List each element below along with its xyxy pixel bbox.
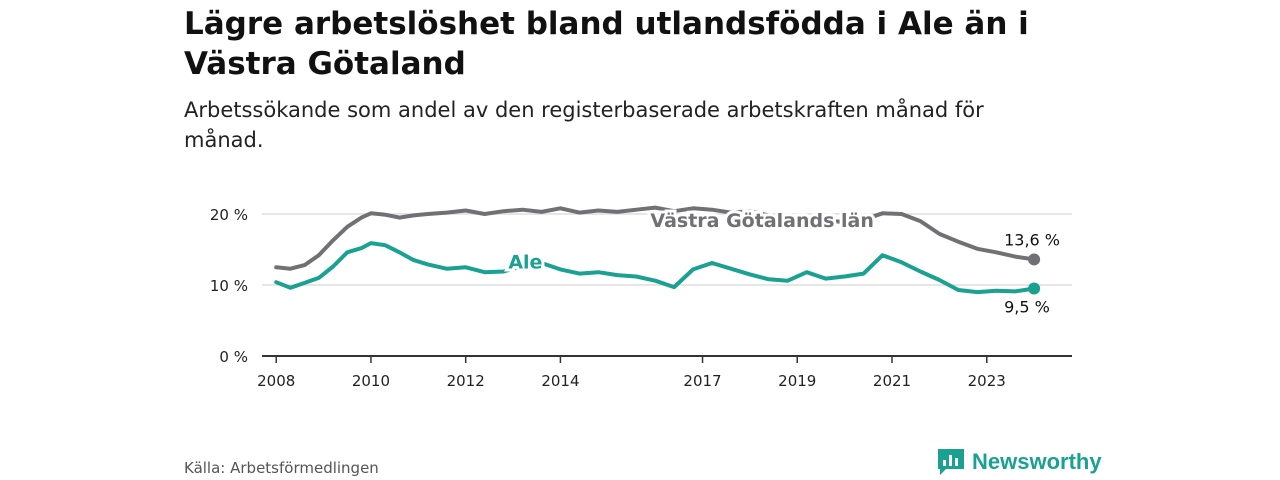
x-tick-label: 2010 bbox=[352, 372, 390, 390]
x-tick-label: 2008 bbox=[257, 372, 295, 390]
y-tick-label: 20 % bbox=[210, 206, 248, 224]
brand-name: Newsworthy bbox=[972, 449, 1102, 474]
x-tick-label: 2021 bbox=[873, 372, 911, 390]
brand-logo: Newsworthy bbox=[938, 449, 1102, 475]
end-value-label-ale: 9,5 % bbox=[1004, 298, 1050, 317]
newsworthy-logo-icon bbox=[938, 449, 964, 475]
x-tick-label: 2012 bbox=[447, 372, 485, 390]
series-line-vastra-gotaland bbox=[274, 205, 1037, 271]
end-point-ale bbox=[1028, 282, 1041, 295]
end-value-label-vastra-gotaland: 13,6 % bbox=[1004, 230, 1060, 249]
series-line-ale bbox=[274, 241, 1037, 295]
x-tick-label: 2014 bbox=[541, 372, 579, 390]
x-tick-label: 2019 bbox=[778, 372, 816, 390]
x-tick-label: 2023 bbox=[968, 372, 1006, 390]
series-label-ale: Ale bbox=[508, 252, 542, 274]
x-tick-label: 2017 bbox=[683, 372, 721, 390]
y-tick-label: 0 % bbox=[219, 348, 248, 366]
chart-subtitle: Arbetssökande som andel av den registerb… bbox=[184, 98, 984, 152]
y-tick-label: 10 % bbox=[210, 277, 248, 295]
source-note: Källa: Arbetsförmedlingen bbox=[184, 459, 379, 477]
series-label-vastra-gotaland: Västra Götalands län bbox=[650, 210, 873, 232]
end-point-vastra-gotaland bbox=[1028, 253, 1041, 266]
chart-title: Lägre arbetslöshet bland utlandsfödda i … bbox=[184, 6, 1029, 82]
